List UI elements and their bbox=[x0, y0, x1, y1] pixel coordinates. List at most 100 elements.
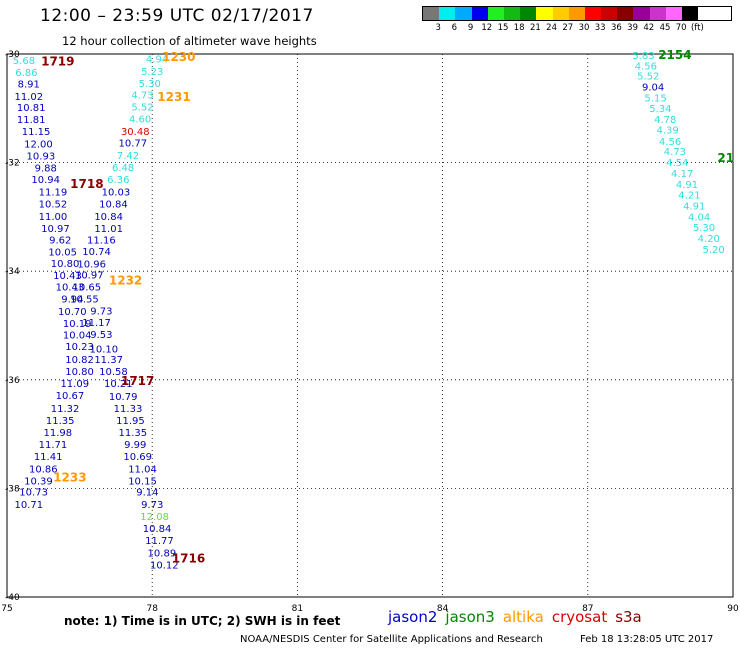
color-scale-label: 18 bbox=[513, 23, 525, 33]
pass-time-label: 2154 bbox=[658, 48, 691, 62]
swh-data-point: 10.93 bbox=[27, 152, 56, 163]
swh-data-point: 11.15 bbox=[22, 127, 51, 138]
swh-data-point: 5.20 bbox=[703, 245, 725, 256]
swh-data-point: 11.98 bbox=[43, 428, 72, 439]
color-swatch bbox=[536, 7, 553, 20]
swh-data-point: 11.19 bbox=[39, 187, 68, 198]
color-swatch bbox=[584, 7, 602, 20]
color-scale-label: 24 bbox=[546, 23, 558, 33]
color-swatch bbox=[503, 7, 521, 20]
swh-data-point: 11.04 bbox=[128, 464, 157, 475]
color-scale-label: 70 bbox=[675, 23, 687, 33]
swh-data-point: 10.73 bbox=[19, 488, 48, 499]
swh-data-point: 11.71 bbox=[39, 440, 68, 451]
swh-data-point: 11.95 bbox=[116, 416, 145, 427]
swh-data-point: 10.19 bbox=[63, 319, 92, 330]
swh-data-point: 5.52 bbox=[131, 103, 153, 114]
swh-data-point: 9.73 bbox=[141, 500, 163, 511]
swh-data-point: 4.78 bbox=[654, 115, 676, 126]
swh-data-point: 4.17 bbox=[671, 169, 693, 180]
swh-data-point: 10.71 bbox=[14, 500, 43, 511]
color-swatch bbox=[423, 7, 440, 20]
swh-data-point: 9.14 bbox=[136, 488, 158, 499]
swh-data-point: 12.08 bbox=[140, 512, 169, 523]
y-tick-label: -34 bbox=[5, 267, 20, 277]
swh-data-point: 7.42 bbox=[117, 151, 139, 162]
swh-data-point: 10.77 bbox=[119, 139, 148, 150]
x-tick-label: 81 bbox=[292, 604, 303, 614]
swh-data-point: 6.48 bbox=[112, 163, 134, 174]
swh-data-point: 10.82 bbox=[65, 355, 94, 366]
color-swatch bbox=[487, 7, 504, 20]
satellite-legend-jason2: jason2 bbox=[388, 608, 438, 626]
swh-data-point: 5.68 bbox=[13, 56, 35, 67]
swh-data-point: 11.81 bbox=[17, 115, 46, 126]
swh-data-point: 10.86 bbox=[29, 464, 58, 475]
swh-data-point: 11.17 bbox=[82, 318, 111, 329]
x-tick-label: 75 bbox=[1, 604, 12, 614]
satellite-legend-altika: altika bbox=[502, 608, 544, 626]
swh-data-point: 10.80 bbox=[65, 367, 94, 378]
swh-data-point: 4.60 bbox=[129, 115, 151, 126]
credit-text: NOAA/NESDIS Center for Satellite Applica… bbox=[240, 634, 543, 645]
swh-data-point: 10.84 bbox=[143, 524, 172, 535]
color-scale-legend: 3 6 9 12 15 18 21 24 27 30 33 36 39 42 45 70 (ft) bbox=[422, 6, 732, 35]
x-tick-label: 84 bbox=[437, 604, 449, 614]
color-swatch bbox=[601, 7, 618, 20]
swh-data-point: 11.35 bbox=[119, 428, 148, 439]
y-tick-label: -32 bbox=[5, 159, 20, 169]
swh-data-point: 10.39 bbox=[24, 476, 53, 487]
swh-data-point: 5.30 bbox=[139, 79, 161, 90]
color-scale-label: 12 bbox=[481, 23, 493, 33]
swh-data-point: 11.33 bbox=[114, 404, 143, 415]
swh-data-point: 9.94 bbox=[61, 294, 83, 305]
swh-data-point: 5.52 bbox=[637, 72, 659, 83]
swh-data-point: 9.62 bbox=[49, 236, 71, 247]
swh-data-point: 4.56 bbox=[659, 137, 681, 148]
swh-data-point: 10.84 bbox=[99, 199, 128, 210]
swh-data-point: 11.01 bbox=[94, 224, 123, 235]
color-swatch bbox=[617, 7, 634, 20]
swh-data-point: 9.99 bbox=[124, 440, 146, 451]
satellite-legend: jason2 jason3 altika cryosat s3a bbox=[388, 608, 650, 626]
swh-data-point: 4.04 bbox=[688, 212, 710, 223]
color-scale-swatches bbox=[422, 6, 732, 21]
color-scale-label: 9 bbox=[467, 23, 474, 33]
satellite-legend-cryosat: cryosat bbox=[551, 608, 608, 626]
pass-time-label: 1233 bbox=[53, 470, 86, 484]
swh-data-point: 10.97 bbox=[41, 224, 70, 235]
pass-time-label: 21 bbox=[717, 151, 734, 165]
swh-data-point: 11.02 bbox=[14, 92, 43, 103]
color-scale-label: 3 bbox=[435, 23, 441, 33]
color-scale-label: 15 bbox=[497, 23, 509, 33]
swh-data-point: 10.97 bbox=[75, 270, 104, 281]
swh-data-point: 4.56 bbox=[635, 61, 657, 72]
swh-data-point: 10.74 bbox=[82, 247, 111, 258]
swh-data-point: 10.94 bbox=[31, 175, 60, 186]
chart-title: 12:00 – 23:59 UTC 02/17/2017 bbox=[40, 6, 314, 26]
color-swatch bbox=[552, 7, 569, 20]
y-tick-label: -38 bbox=[5, 484, 20, 494]
swh-data-point: 10.79 bbox=[109, 392, 138, 403]
swh-data-point: 10.65 bbox=[73, 282, 102, 293]
swh-data-point: 10.84 bbox=[94, 212, 123, 223]
footer-note: note: 1) Time is in UTC; 2) SWH is in fe… bbox=[64, 614, 341, 628]
swh-data-point: 5.83 bbox=[632, 51, 654, 62]
swh-data-point: 30.48 bbox=[121, 127, 150, 138]
swh-data-point: 9.73 bbox=[90, 306, 112, 317]
color-swatch bbox=[649, 7, 666, 20]
pass-time-label: 1719 bbox=[41, 55, 74, 69]
pass-time-label: 1230 bbox=[162, 50, 195, 64]
pass-time-label: 1717 bbox=[121, 374, 154, 388]
swh-data-point: 4.20 bbox=[698, 234, 720, 245]
swh-data-point: 4.91 bbox=[683, 201, 705, 212]
swh-data-point: 10.69 bbox=[123, 452, 152, 463]
color-scale-label: 6 bbox=[451, 23, 458, 33]
swh-data-point: 9.88 bbox=[35, 163, 57, 174]
color-swatch bbox=[455, 7, 472, 20]
swh-data-point: 11.41 bbox=[34, 452, 63, 463]
swh-data-point: 6.86 bbox=[15, 68, 37, 79]
color-scale-labels: 3 6 9 12 15 18 21 24 27 30 33 36 39 42 45 70 (ft) bbox=[422, 21, 732, 35]
color-scale-label: 42 bbox=[643, 23, 655, 33]
